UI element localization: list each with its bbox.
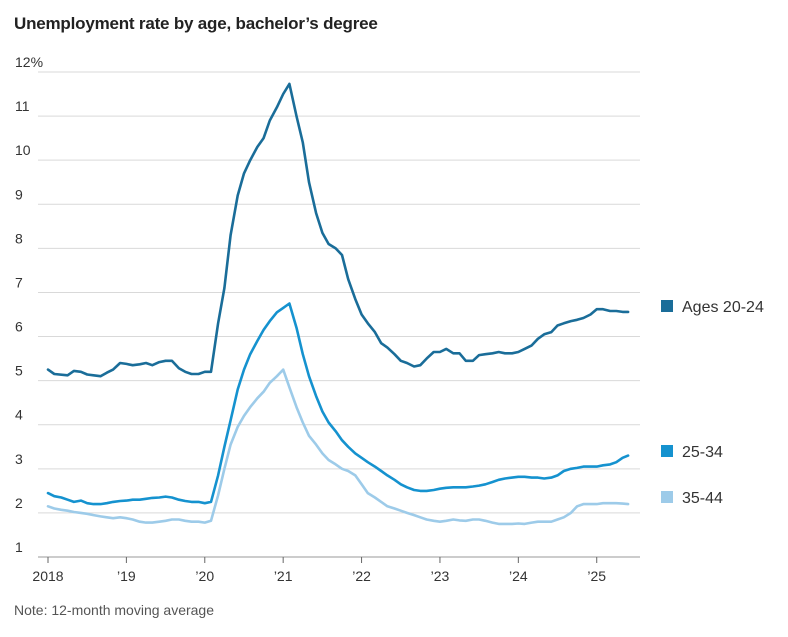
y-tick-label: 5 — [15, 363, 23, 379]
y-tick-label: 10 — [15, 142, 31, 158]
x-tick-label: ’24 — [509, 568, 528, 584]
chart-note: Note: 12-month moving average — [14, 602, 214, 618]
y-tick-label: 1 — [15, 539, 23, 555]
chart-title: Unemployment rate by age, bachelor’s deg… — [14, 14, 378, 33]
legend-swatch — [661, 491, 673, 503]
legend-label: Ages 20-24 — [682, 299, 764, 316]
legend: Ages 20-24 25-34 35-44 — [661, 299, 764, 507]
y-tick-label: 2 — [15, 495, 23, 511]
y-tick-label: 8 — [15, 230, 23, 246]
legend-label: 25-34 — [682, 444, 723, 461]
y-tick-label: 11 — [15, 98, 30, 114]
y-tick-label: 3 — [15, 451, 23, 467]
x-tick-label: ’20 — [195, 568, 214, 584]
series-line-ages-20-24 — [46, 82, 630, 378]
y-tick-label: 6 — [15, 319, 23, 335]
y-gridlines — [38, 71, 640, 558]
x-tick-label: ’21 — [274, 568, 293, 584]
legend-swatch — [661, 300, 673, 312]
y-tick-label: 7 — [15, 274, 23, 290]
y-axis-tick-labels: 12% 11 10 9 8 7 6 5 4 3 2 1 — [15, 54, 43, 555]
legend-swatch — [661, 445, 673, 457]
series-line-35-44 — [46, 368, 630, 526]
legend-label: 35-44 — [682, 490, 723, 507]
y-tick-label: 12% — [15, 54, 43, 70]
x-tick-label: ’22 — [352, 568, 371, 584]
series-lines — [46, 82, 630, 526]
x-tick-label: ’19 — [117, 568, 136, 584]
y-tick-label: 9 — [15, 186, 23, 202]
x-tick-label: ’23 — [431, 568, 450, 584]
y-tick-label: 4 — [15, 407, 23, 423]
series-line-25-34 — [46, 302, 630, 506]
x-axis: 2018 ’19 ’20 ’21 ’22 ’23 ’24 ’25 — [32, 557, 606, 584]
x-tick-label: ’25 — [587, 568, 606, 584]
x-tick-label: 2018 — [32, 568, 63, 584]
